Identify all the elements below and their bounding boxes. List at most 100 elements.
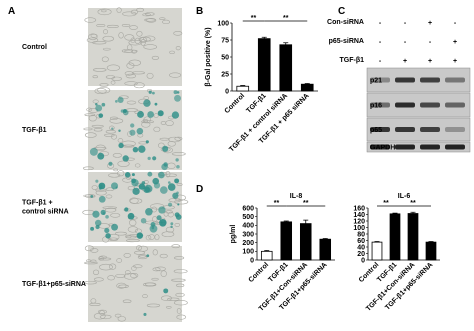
cell (131, 265, 137, 271)
stain (108, 161, 113, 166)
cell (167, 211, 174, 218)
cell (138, 245, 149, 252)
sign: + (403, 58, 407, 65)
stain (92, 210, 100, 218)
cell (109, 237, 119, 241)
error-bar (304, 83, 310, 85)
cell (124, 34, 135, 41)
y-tick-label: 100 (353, 225, 365, 232)
cell (126, 100, 137, 105)
row-label: TGF-β1 (22, 127, 47, 134)
cell (86, 37, 99, 43)
cell (144, 18, 156, 22)
significance-label: ** (274, 200, 280, 207)
cell (90, 248, 99, 253)
error-bar (322, 238, 328, 240)
stain (152, 156, 157, 161)
condition-label: TGF-β1 (340, 57, 365, 64)
cell (124, 49, 138, 53)
cell (134, 163, 141, 168)
stain (144, 184, 153, 193)
cell (105, 194, 113, 199)
stain (143, 312, 147, 316)
cell (124, 270, 131, 275)
stain (146, 254, 150, 258)
cell (90, 259, 97, 263)
stain (95, 179, 99, 183)
stain (98, 187, 102, 190)
micrograph (88, 8, 182, 86)
cell (171, 244, 181, 249)
sign: + (453, 58, 457, 65)
stain (141, 181, 146, 185)
cell (167, 297, 180, 302)
cell (108, 263, 117, 270)
stain (147, 111, 155, 118)
cell (105, 130, 116, 134)
bar (260, 250, 273, 261)
cell (108, 172, 121, 178)
cell (109, 125, 115, 131)
stain (118, 129, 121, 133)
stain (105, 233, 111, 239)
condition-label: p65-siRNA (329, 38, 364, 45)
sign: + (428, 58, 432, 65)
stain (176, 164, 180, 169)
stain (167, 181, 171, 184)
cell (173, 256, 185, 260)
cell (146, 18, 157, 23)
cell (124, 71, 134, 76)
cell (98, 256, 104, 261)
stain (160, 221, 163, 224)
cell (174, 199, 189, 205)
band (370, 144, 390, 150)
cell (109, 118, 124, 124)
band (420, 77, 440, 83)
cell (131, 71, 146, 75)
cell (143, 35, 156, 42)
cell (90, 298, 97, 304)
error-bar (261, 36, 267, 39)
stain (138, 145, 146, 153)
stain (173, 90, 178, 95)
cell (176, 314, 187, 320)
cell (116, 258, 123, 263)
significance-label: ** (283, 15, 289, 22)
cell (143, 44, 158, 50)
bar (371, 241, 383, 261)
cell (176, 283, 185, 288)
cell (122, 11, 137, 17)
cell (123, 273, 137, 280)
cell (88, 114, 97, 122)
cell (95, 144, 106, 152)
stain (163, 288, 169, 294)
bar (300, 83, 314, 92)
cell (153, 113, 159, 118)
row-label: control siRNA (22, 209, 69, 216)
cell (154, 234, 160, 241)
cell (91, 185, 98, 190)
cell (175, 292, 185, 297)
y-tick-label: 100 (242, 249, 254, 256)
cell (161, 231, 175, 238)
cell (141, 120, 155, 124)
cell (146, 72, 154, 79)
cell (84, 261, 98, 265)
cell (110, 213, 121, 218)
sign: + (428, 20, 432, 27)
stain (123, 109, 129, 116)
cell (101, 56, 109, 63)
y-tick-label: 300 (242, 231, 254, 238)
cell (142, 13, 151, 17)
cell (126, 239, 140, 243)
cell (84, 17, 97, 23)
stain (136, 232, 144, 239)
stain (159, 186, 168, 194)
cell (99, 255, 107, 260)
cell (93, 127, 103, 132)
cell (118, 95, 129, 100)
cell (171, 278, 186, 282)
stain (148, 90, 152, 94)
stain (98, 113, 104, 118)
stain (131, 178, 136, 184)
